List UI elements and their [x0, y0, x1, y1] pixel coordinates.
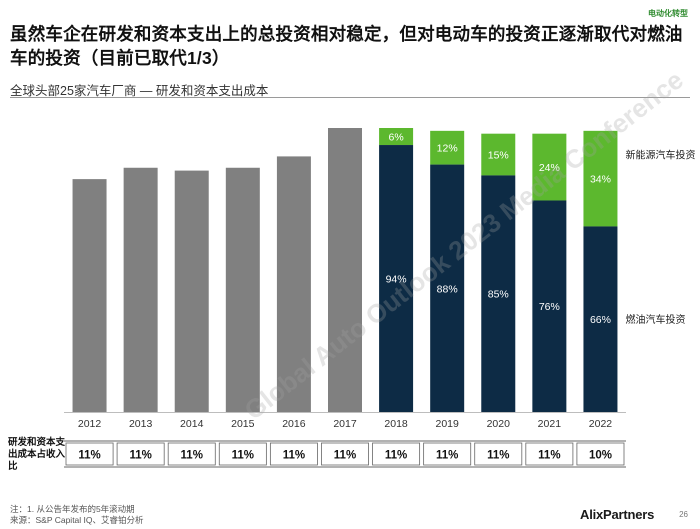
bar-ev-2019 — [430, 130, 465, 165]
bar-total-2012 — [72, 179, 107, 412]
table-value-2014: 11% — [181, 450, 203, 462]
tick-label-2018: 2018 — [384, 418, 408, 430]
table-cell-2019 — [423, 442, 472, 466]
footnote: 注：1. 从公告年发布的5年滚动期 来源：S&P Capital IQ、艾睿铂分… — [10, 504, 144, 526]
label-ice-2022: 66% — [590, 314, 611, 326]
label-ev-2019: 12% — [437, 143, 458, 155]
bar-total-2013 — [123, 167, 158, 412]
label-ev-2022: 34% — [590, 174, 611, 186]
chart-subtitle: 全球头部25家汽车厂商 — 研发和资本支出成本 — [10, 84, 269, 98]
label-ice-2018: 94% — [386, 274, 407, 286]
table-value-2017: 11% — [334, 450, 356, 462]
table-cell-2018 — [372, 442, 421, 466]
tick-label-2015: 2015 — [231, 418, 255, 430]
tick-label-2017: 2017 — [333, 418, 357, 430]
bar-total-2016 — [276, 156, 311, 412]
bar-total-2015 — [225, 167, 260, 412]
label-ice-2019: 88% — [437, 283, 458, 295]
label-ice-2021: 76% — [539, 301, 560, 313]
bar-ice-2021 — [532, 200, 567, 412]
table-cell-2022 — [576, 442, 625, 466]
page-number: 26 — [679, 510, 688, 519]
legend-ice: 燃油汽车投资 — [625, 313, 685, 326]
bar-ev-2018 — [379, 128, 414, 146]
table-value-2019: 11% — [436, 450, 458, 462]
table-value-2015: 11% — [232, 450, 254, 462]
label-ice-2020: 85% — [488, 289, 509, 301]
subtitle-divider — [10, 97, 690, 98]
table-value-2013: 11% — [129, 450, 151, 462]
bar-ice-2019 — [430, 164, 465, 412]
label-ev-2020: 15% — [488, 150, 509, 162]
table-cell-2020 — [474, 442, 523, 466]
table-cell-2017 — [321, 442, 369, 466]
section-tag: 电动化转型 — [648, 9, 688, 18]
table-value-2020: 11% — [487, 450, 509, 462]
label-ev-2021: 24% — [539, 162, 560, 174]
tick-label-2012: 2012 — [78, 418, 102, 430]
bar-ev-2021 — [532, 133, 567, 201]
table-value-2016: 11% — [283, 450, 305, 462]
table-value-2021: 11% — [538, 450, 560, 462]
table-value-2022: 10% — [589, 450, 612, 462]
table-value-2018: 11% — [385, 450, 407, 462]
company-logo: AlixPartners — [580, 507, 655, 522]
bar-ice-2020 — [481, 175, 516, 412]
tick-label-2014: 2014 — [180, 418, 204, 430]
investment-bar-chart: 2012 2013 2014 2015 2016 2017 6% 94% 2018 12% 88% 2… — [64, 128, 695, 468]
table-cell-2013 — [116, 442, 165, 466]
tick-label-2019: 2019 — [436, 418, 460, 430]
tick-label-2020: 2020 — [487, 418, 511, 430]
bar-ice-2022 — [583, 226, 618, 412]
table-row-label: 研发和资本支出成本占收入比 — [8, 437, 66, 472]
page-title: 虽然车企在研发和资本支出上的总投资相对稳定，但对电动车的投资正逐渐取代对燃油车的… — [10, 24, 683, 68]
table-cell-2015 — [218, 442, 267, 466]
tick-label-2022: 2022 — [589, 418, 613, 430]
tick-label-2021: 2021 — [538, 418, 562, 430]
legend-ev: 新能源汽车投资 — [625, 149, 695, 162]
tick-label-2016: 2016 — [282, 418, 306, 430]
bar-total-2014 — [174, 170, 209, 412]
bar-total-2017 — [328, 128, 362, 412]
label-ev-2018: 6% — [388, 132, 403, 144]
table-cell-2016 — [269, 442, 318, 466]
table-cell-2014 — [167, 442, 216, 466]
tick-label-2013: 2013 — [129, 418, 153, 430]
table-value-2012: 11% — [78, 450, 100, 462]
bar-ev-2022 — [583, 130, 618, 227]
footnote-note: 注：1. 从公告年发布的5年滚动期 — [10, 504, 135, 514]
table-cell-2012 — [65, 442, 114, 466]
table-cell-2021 — [525, 442, 574, 466]
footnote-source: 来源：S&P Capital IQ、艾睿铂分析 — [10, 515, 144, 525]
bar-ice-2018 — [379, 145, 414, 413]
bar-ev-2020 — [481, 133, 516, 176]
